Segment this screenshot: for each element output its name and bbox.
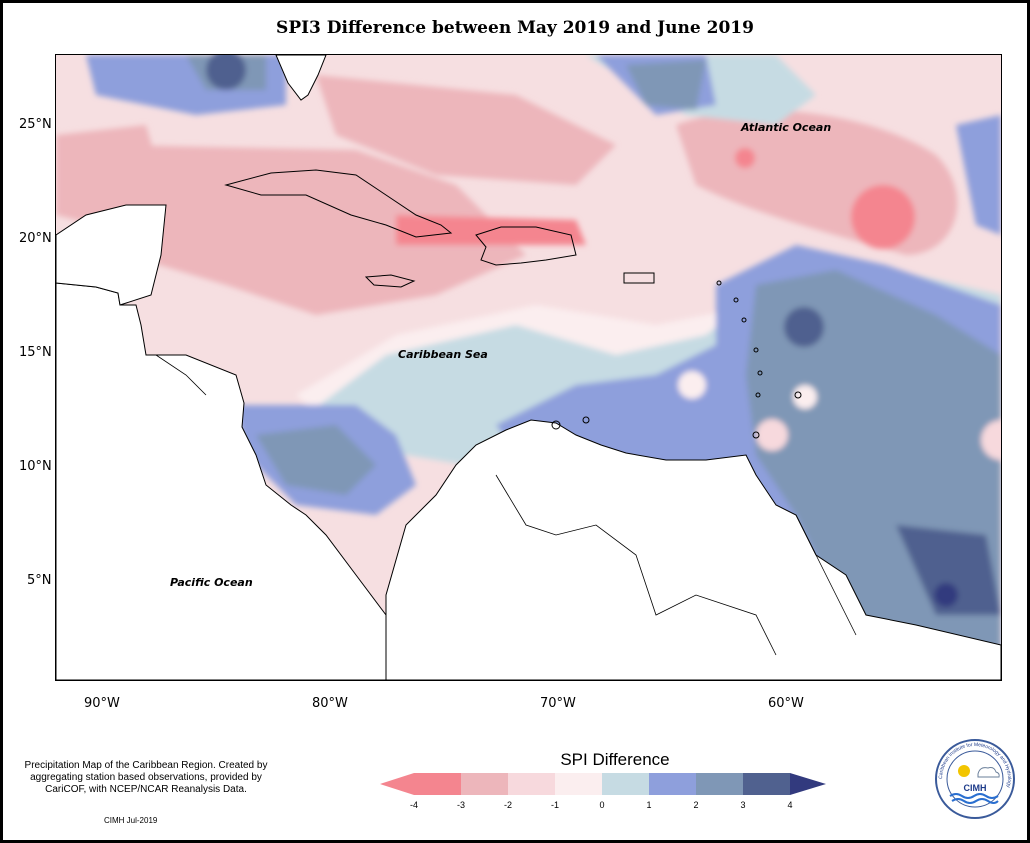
spi-map: Atlantic Ocean Caribbean Sea Pacific Oce…	[55, 54, 1002, 681]
legend-tick-label: -2	[503, 800, 512, 810]
legend-arrow-high	[790, 773, 826, 795]
lon-label-60w: 60°W	[768, 696, 804, 711]
neg-core-atlantic	[851, 185, 915, 249]
near-zero-spot-4	[981, 420, 1001, 460]
border-honduras	[155, 354, 207, 396]
waves-icon-2	[951, 798, 999, 804]
border-venezuela	[495, 474, 777, 656]
island-4	[753, 347, 759, 353]
near-zero-spot-3	[678, 371, 706, 399]
legend-tick-label: 1	[646, 800, 652, 810]
land-central-america	[56, 282, 387, 680]
label-caribbean-sea: Caribbean Sea	[398, 348, 488, 361]
legend-block-1	[461, 773, 508, 795]
island-1	[716, 280, 722, 286]
near-zero-spot-1	[793, 385, 817, 409]
pos-dark-core-1	[784, 307, 824, 347]
island-2	[733, 297, 739, 303]
pos-medium-east	[956, 115, 1001, 235]
lat-label-20n: 20°N	[19, 231, 52, 246]
label-atlantic-ocean: Atlantic Ocean	[740, 121, 831, 134]
neg-spot-atlantic	[735, 148, 755, 168]
credit-line: CIMH Jul-2019	[104, 816, 158, 825]
island-3	[741, 317, 747, 323]
land-south-america	[385, 419, 1001, 680]
outline-cuba	[224, 169, 453, 238]
island-grenada	[752, 431, 760, 439]
land-florida	[275, 55, 327, 101]
legend-block-2	[508, 773, 555, 795]
legend-block-3	[555, 773, 602, 795]
pos-dark-guianas	[896, 525, 1001, 615]
legend-tick-label: 2	[693, 800, 699, 810]
pos-steel-panama	[256, 425, 376, 495]
legend-tick-label: -3	[456, 800, 465, 810]
island-curacao	[582, 416, 590, 424]
lon-label-90w: 90°W	[84, 696, 120, 711]
description-note: Precipitation Map of the Caribbean Regio…	[24, 760, 268, 795]
sun-icon	[958, 765, 970, 777]
island-aruba	[551, 420, 561, 430]
legend-block-0	[414, 773, 461, 795]
legend-tick-label: 0	[599, 800, 605, 810]
legend-tick-label: 3	[740, 800, 746, 810]
logo-inner	[946, 750, 1004, 808]
island-6	[755, 392, 761, 398]
logo-acronym: CIMH	[964, 783, 987, 793]
neg-region-bahamas	[316, 75, 616, 185]
legend-tick-label: -1	[550, 800, 559, 810]
neg-region-west	[56, 125, 166, 225]
lon-label-70w: 70°W	[540, 696, 576, 711]
cimh-logo: CIMH Caribbean Institute for Meteorology…	[935, 739, 1015, 819]
lat-label-25n: 25°N	[19, 117, 52, 132]
island-barbados	[794, 391, 802, 399]
lat-label-10n: 10°N	[19, 459, 52, 474]
lat-label-15n: 15°N	[19, 345, 52, 360]
pos-darkest-guianas	[934, 583, 958, 607]
legend-arrow-low	[380, 773, 414, 795]
legend-block-5	[649, 773, 696, 795]
land-yucatan	[56, 204, 167, 306]
pos-steel-atl	[626, 60, 706, 110]
pos-dark-gulf	[206, 55, 246, 90]
lon-label-80w: 80°W	[312, 696, 348, 711]
lat-label-5n: 5°N	[27, 573, 52, 588]
outline-jamaica	[364, 274, 416, 288]
near-zero-spot-2	[756, 419, 788, 451]
legend-block-7	[743, 773, 790, 795]
island-5	[757, 370, 763, 376]
map-title: SPI3 Difference between May 2019 and Jun…	[276, 18, 754, 38]
legend-tick-label: -4	[409, 800, 418, 810]
neg-region-central	[116, 145, 526, 315]
legend-title: SPI Difference	[560, 750, 670, 769]
legend-block-4	[602, 773, 649, 795]
spi-map-canvas: Atlantic Ocean Caribbean Sea Pacific Oce…	[56, 55, 1001, 680]
outline-hispaniola	[475, 226, 577, 266]
outline-puerto-rico	[623, 272, 655, 284]
color-legend	[380, 773, 826, 795]
cloud-icon	[977, 767, 1000, 778]
label-pacific-ocean: Pacific Ocean	[170, 576, 253, 589]
legend-tick-label: 4	[787, 800, 793, 810]
legend-block-6	[696, 773, 743, 795]
border-guyana	[795, 514, 857, 636]
waves-icon	[949, 793, 999, 799]
